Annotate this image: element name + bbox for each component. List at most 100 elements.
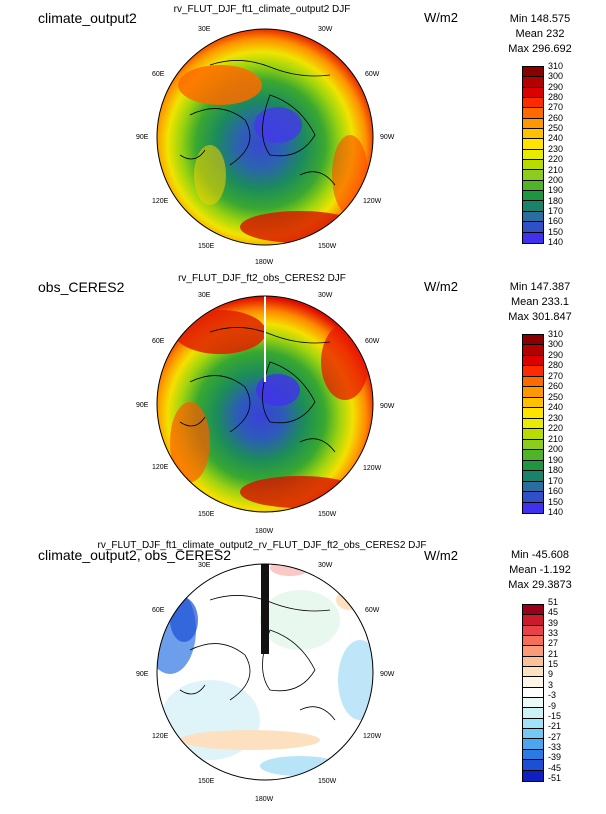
colorbar-tick-label: 160 — [548, 486, 564, 497]
colorbar-swatch — [523, 677, 543, 688]
colorbar-tick-label: 170 — [548, 475, 564, 486]
mean-stat: Mean 232 — [515, 28, 565, 40]
lon-label: 30W — [318, 292, 333, 299]
colorbar-swatch — [523, 366, 543, 377]
colorbar-tick-label: 230 — [548, 412, 564, 423]
lon-label: 90W — [380, 403, 395, 410]
units-label: W/m2 — [424, 279, 458, 294]
colorbar-swatch — [523, 471, 543, 482]
colorbar-tick-label: 240 — [548, 402, 564, 413]
colorbar-swatch — [523, 139, 543, 150]
colorbar-tick-label: 3 — [548, 679, 554, 690]
lon-label: 120W — [363, 465, 382, 472]
colorbar-swatch — [523, 387, 543, 398]
colorbar-tick-label: 39 — [548, 617, 559, 628]
mean-stat: Mean 233.1 — [510, 296, 570, 308]
colorbar-swatch — [523, 201, 543, 212]
units-label: W/m2 — [424, 10, 458, 25]
colorbar-tick-label: 180 — [548, 195, 564, 206]
lon-label: 30W — [318, 26, 333, 33]
colorbar — [522, 66, 544, 244]
colorbar-tick-label: -45 — [548, 762, 562, 773]
colorbar-swatch — [523, 481, 543, 493]
panel-model: climate_output2 rv_FLUT_DJF_ft1_climate_… — [0, 0, 606, 270]
colorbar-swatch — [523, 770, 543, 781]
colorbar-tick-label: 15 — [548, 659, 559, 670]
colorbar-tick-label: 150 — [548, 226, 564, 237]
colorbar-tick-label: 220 — [548, 154, 564, 165]
colorbar-tick-label: 260 — [548, 381, 564, 392]
lon-label: 150W — [318, 778, 337, 785]
min-stat: Min 148.575 — [509, 13, 571, 25]
stats-box: Min 147.387 Mean 233.1 Max 301.847 — [490, 280, 590, 325]
colorbar-swatch — [523, 129, 543, 140]
colorbar-tick-label: 250 — [548, 391, 564, 402]
polar-map — [156, 28, 374, 246]
colorbar-tick-label: -39 — [548, 752, 562, 763]
colorbar-tick-label: 210 — [548, 433, 564, 444]
colorbar-swatch — [523, 211, 543, 223]
panel-observation: obs_CERES2 rv_FLUT_DJF_ft2_obs_CERES2 DJ… — [0, 270, 606, 538]
colorbar-tick-label: 190 — [548, 185, 564, 196]
colorbar-tick-label: 200 — [548, 174, 564, 185]
colorbar-tick-label: -15 — [548, 710, 562, 721]
lon-label: 90E — [136, 134, 149, 141]
colorbar-tick-label: 190 — [548, 454, 564, 465]
stats-box: Min 148.575 Mean 232 Max 296.692 — [490, 12, 590, 57]
lon-label: 120W — [363, 733, 382, 740]
colorbar-swatch — [523, 345, 543, 356]
colorbar-tick-label: 9 — [548, 669, 554, 680]
colorbar-tick-label: 21 — [548, 648, 559, 659]
lon-label: 90E — [136, 671, 149, 678]
lon-label: 180W — [255, 259, 274, 266]
colorbar-swatch — [523, 667, 543, 678]
colorbar-tick-label: -9 — [548, 700, 557, 711]
lon-label: 120W — [363, 198, 382, 205]
colorbar-swatch — [523, 108, 543, 119]
colorbar-swatch — [523, 646, 543, 657]
colorbar-tick-label: 51 — [548, 597, 559, 607]
colorbar-swatch — [523, 376, 543, 388]
lon-label: 150E — [198, 511, 215, 518]
colorbar-tick-label: 170 — [548, 205, 564, 216]
colorbar-tick-label: 45 — [548, 607, 559, 618]
colorbar-tick-label: 270 — [548, 370, 564, 381]
case-label: climate_output2, obs_CERES2 — [38, 547, 231, 563]
colorbar-tick-label: -51 — [548, 773, 562, 783]
colorbar-swatch — [523, 418, 543, 430]
colorbar-swatch — [523, 355, 543, 367]
case-label: obs_CERES2 — [38, 279, 125, 295]
polar-map — [156, 563, 374, 781]
lon-label: 180W — [255, 796, 274, 803]
colorbar-swatch — [523, 656, 543, 668]
colorbar-tick-label: -3 — [548, 690, 557, 701]
colorbar-tick-label: 140 — [548, 237, 564, 247]
lon-label: 90W — [380, 671, 395, 678]
plot-title: rv_FLUT_DJF_ft1_climate_output2_rv_FLUT_… — [97, 540, 427, 551]
colorbar-swatch — [523, 605, 543, 616]
colorbar-tick-label: 300 — [548, 339, 564, 350]
lon-label: 30E — [198, 562, 211, 569]
colorbar-tick-label: 310 — [548, 61, 564, 71]
colorbar-tick-label: 290 — [548, 349, 564, 360]
colorbar — [522, 604, 544, 782]
lon-label: 90W — [380, 134, 395, 141]
lon-label: 120E — [152, 198, 169, 205]
units-label: W/m2 — [424, 548, 458, 563]
lon-label: 60E — [152, 607, 165, 614]
polar-map — [156, 295, 374, 513]
colorbar-swatch — [523, 739, 543, 750]
colorbar-swatch — [523, 615, 543, 626]
lon-label: 150W — [318, 243, 337, 250]
colorbar-swatch — [523, 698, 543, 709]
colorbar-tick-label: 260 — [548, 112, 564, 123]
lon-label: 120E — [152, 464, 169, 471]
colorbar-swatch — [523, 149, 543, 161]
lon-label: 60W — [365, 338, 380, 345]
colorbar-tick-label: -27 — [548, 731, 562, 742]
colorbar-swatch — [523, 98, 543, 109]
colorbar-tick-label: -33 — [548, 741, 562, 752]
colorbar-tick-label: 270 — [548, 102, 564, 113]
colorbar-tick-label: 290 — [548, 81, 564, 92]
colorbar-swatch — [523, 718, 543, 730]
